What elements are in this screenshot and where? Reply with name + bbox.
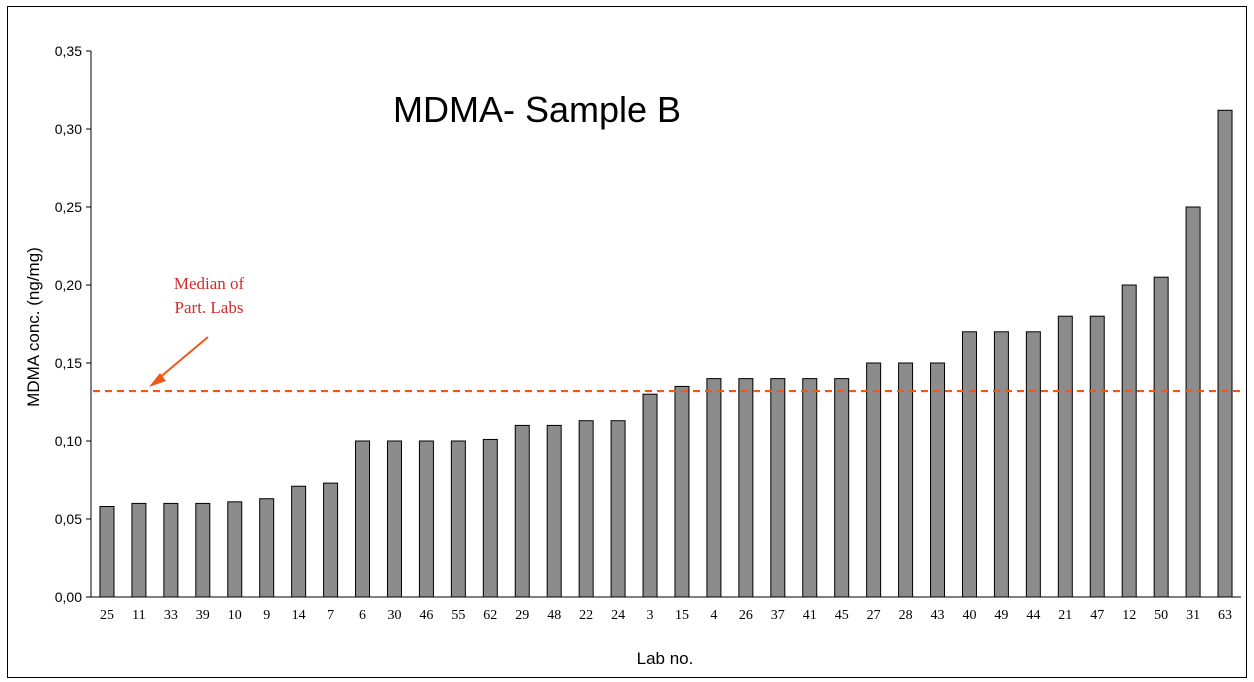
bar-lab-28 xyxy=(898,362,914,598)
x-tick-label: 6 xyxy=(359,608,366,623)
bar-lab-10 xyxy=(227,501,243,598)
y-tick-label: 0,20 xyxy=(55,277,82,293)
bar-lab-46 xyxy=(418,440,434,598)
bar-lab-14 xyxy=(291,485,307,598)
x-tick-label: 15 xyxy=(675,608,689,623)
bar-lab-26 xyxy=(738,378,754,598)
y-tick-label: 0,30 xyxy=(55,121,82,137)
y-tick-label: 0,15 xyxy=(55,355,82,371)
bar-lab-47 xyxy=(1089,315,1105,598)
x-tick-label: 22 xyxy=(579,608,593,623)
median-arrow xyxy=(157,336,209,380)
y-tick-label: 0,10 xyxy=(55,433,82,449)
x-tick-label: 39 xyxy=(196,608,210,623)
bar-lab-15 xyxy=(674,385,690,598)
x-tick-label: 44 xyxy=(1026,608,1040,623)
bar-lab-40 xyxy=(961,331,977,598)
x-tick-label: 50 xyxy=(1154,608,1168,623)
x-tick-label: 31 xyxy=(1186,608,1200,623)
x-tick-label: 37 xyxy=(771,608,785,623)
x-tick-label: 24 xyxy=(611,608,625,623)
median-label-line-1: Median of xyxy=(174,274,245,293)
x-tick-label: 30 xyxy=(387,608,401,623)
bar-lab-49 xyxy=(993,331,1009,598)
x-tick-label: 21 xyxy=(1058,608,1072,623)
bar-lab-24 xyxy=(610,420,626,598)
bar-lab-30 xyxy=(386,440,402,598)
median-label-line-2: Part. Labs xyxy=(175,298,244,317)
bar-lab-25 xyxy=(99,506,115,598)
chart-title: MDMA- Sample B xyxy=(393,89,681,130)
x-tick-label: 47 xyxy=(1090,608,1104,623)
bar-lab-21 xyxy=(1057,315,1073,598)
bar-lab-41 xyxy=(802,378,818,598)
bar-lab-4 xyxy=(706,378,722,598)
bar-lab-50 xyxy=(1153,276,1169,598)
x-tick-label: 63 xyxy=(1218,608,1232,623)
x-tick-label: 45 xyxy=(835,608,849,623)
bar-lab-62 xyxy=(482,438,498,598)
x-tick-label: 40 xyxy=(962,608,976,623)
x-tick-label: 28 xyxy=(899,608,913,623)
bar-lab-37 xyxy=(770,378,786,598)
x-tick-label: 48 xyxy=(547,608,561,623)
bar-lab-7 xyxy=(323,482,339,598)
x-tick-label: 12 xyxy=(1122,608,1136,623)
x-tick-label: 7 xyxy=(327,608,334,623)
bar-lab-27 xyxy=(866,362,882,598)
x-tick-label: 9 xyxy=(263,608,270,623)
bar-lab-3 xyxy=(642,393,658,598)
x-tick-label: 4 xyxy=(710,608,717,623)
x-axis-label: Lab no. xyxy=(637,649,694,668)
bar-lab-63 xyxy=(1217,109,1233,598)
x-tick-label: 10 xyxy=(228,608,242,623)
bar-lab-44 xyxy=(1025,331,1041,598)
x-tick-label: 33 xyxy=(164,608,178,623)
x-tick-label: 14 xyxy=(292,608,306,623)
bar-lab-29 xyxy=(514,424,530,598)
y-tick-label: 0,00 xyxy=(55,589,82,605)
x-tick-label: 49 xyxy=(994,608,1008,623)
bar-lab-55 xyxy=(450,440,466,598)
chart-frame: MDMA- Sample B MDMA conc. (ng/mg) Lab no… xyxy=(7,6,1247,678)
bar-lab-11 xyxy=(131,502,147,598)
x-tick-label: 26 xyxy=(739,608,753,623)
bar-chart: MDMA- Sample B MDMA conc. (ng/mg) Lab no… xyxy=(24,43,1241,668)
x-tick-label: 41 xyxy=(803,608,817,623)
y-tick-label: 0,25 xyxy=(55,199,82,215)
bar-lab-9 xyxy=(259,498,275,598)
x-tick-label: 62 xyxy=(483,608,497,623)
bar-lab-43 xyxy=(930,362,946,598)
x-tick-label: 29 xyxy=(515,608,529,623)
bar-lab-48 xyxy=(546,424,562,598)
x-tick-label: 43 xyxy=(931,608,945,623)
y-ticks: 0,00 0,05 0,10 0,15 0,20 0,25 0,30 0,35 xyxy=(55,43,91,605)
bar-lab-6 xyxy=(355,440,371,598)
x-ticks: 25 11 33 39 10 9 14 7 6 30 46 55 62 29 48 22 24 3 15 4 26 37 4… xyxy=(100,608,1232,623)
median-annotation: Median of Part. Labs xyxy=(149,274,245,387)
x-tick-label: 27 xyxy=(867,608,881,623)
bar-lab-33 xyxy=(163,502,179,598)
x-tick-label: 11 xyxy=(132,608,145,623)
y-tick-label: 0,35 xyxy=(55,43,82,59)
x-tick-label: 55 xyxy=(451,608,465,623)
median-arrow-head xyxy=(149,373,166,387)
x-tick-label: 25 xyxy=(100,608,114,623)
x-tick-label: 46 xyxy=(419,608,433,623)
x-tick-label: 3 xyxy=(647,608,654,623)
bar-lab-22 xyxy=(578,420,594,598)
bar-lab-12 xyxy=(1121,284,1137,598)
y-axis-label: MDMA conc. (ng/mg) xyxy=(24,247,43,407)
bars xyxy=(99,109,1233,598)
bar-lab-39 xyxy=(195,502,211,598)
bar-lab-45 xyxy=(834,378,850,598)
bar-lab-31 xyxy=(1185,206,1201,598)
y-tick-label: 0,05 xyxy=(55,511,82,527)
